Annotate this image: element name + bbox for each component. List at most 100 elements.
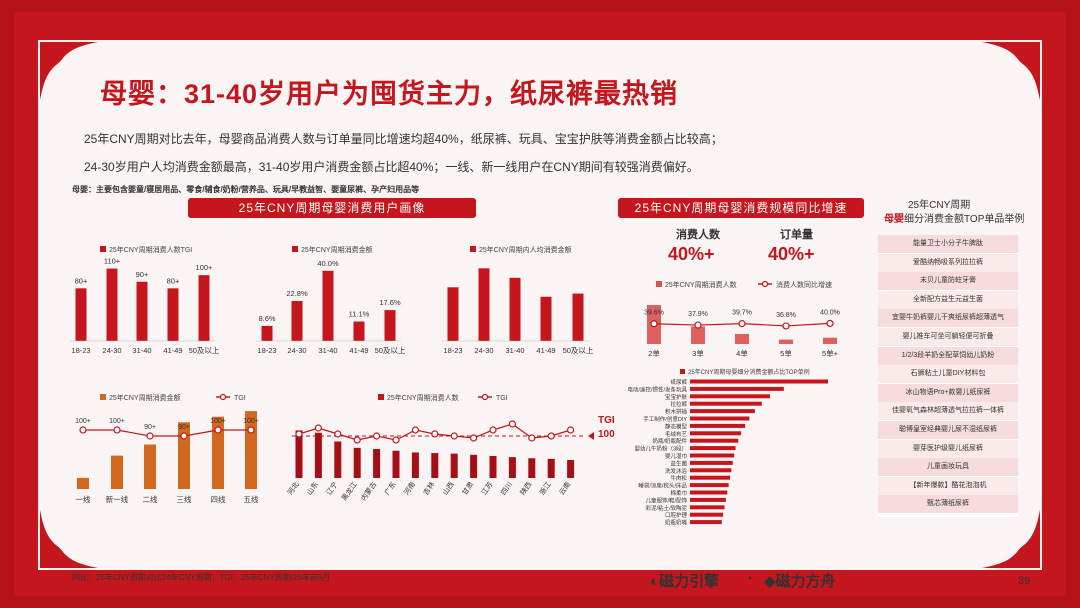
province-tick: 河北: [286, 481, 301, 497]
category-bar: [690, 423, 746, 428]
category-tick: 积木拼插: [665, 408, 688, 416]
age_amount-legend: 25年CNY周期消费金额: [301, 245, 373, 254]
province-bar: [547, 458, 555, 478]
city-tgi-label: 90+: [178, 424, 190, 431]
city-tick: 一线: [76, 494, 91, 504]
province-bar: [470, 454, 478, 478]
summary-line-2: 24-30岁用户人均消费金额最高，31-40岁用户消费金额占比超40%；一线、新…: [84, 160, 699, 174]
category-tick: 毛绒布艺: [665, 430, 688, 438]
top-item: 1/2/3段羊奶全配草饲幼儿奶粉: [878, 346, 1018, 365]
category-tick: 宝宝护肤: [665, 393, 688, 401]
age_amount-tick: 50及以上: [375, 346, 406, 355]
city-tgi-point: [79, 426, 87, 434]
category-bar: [690, 475, 731, 480]
age_tgi-bar: [167, 288, 179, 341]
age_amount-legend-swatch: [292, 246, 298, 252]
category-bar: [690, 409, 755, 414]
province-tgi-point: [295, 430, 303, 438]
province-tick: 辽宁: [324, 480, 339, 497]
age_amount-label: 22.8%: [286, 289, 308, 298]
ornament-icon: [982, 510, 1040, 568]
age_tgi-bar: [198, 275, 210, 341]
province-tgi-point: [470, 434, 478, 442]
top-item: 石狮粘土儿童DIY材料包: [878, 365, 1018, 384]
summary-line-1: 25年CNY周期对比去年，母婴商品消费人数与订单量同比增速均超40%，纸尿裤、玩…: [84, 132, 723, 146]
province-legend-bar-swatch: [378, 394, 384, 400]
top-item: 末贝儿童防蛀牙膏: [878, 272, 1018, 291]
province-tgi-point: [431, 430, 439, 438]
province-tick: 云南: [557, 480, 572, 497]
order-growth-point: [738, 320, 746, 328]
province-tgi-point: [353, 436, 361, 444]
category-legend-swatch: [680, 369, 685, 374]
category-tick: 手工制作/创意DIY: [643, 415, 687, 423]
category-tick: 婴幼儿牛奶粉（3段）: [634, 445, 687, 453]
order-tick: 5单: [780, 348, 792, 358]
kpi-users-value: 40%+: [668, 244, 715, 264]
category-tick: 奶瓶奶嘴: [665, 519, 688, 527]
order-growth-point: [650, 320, 658, 328]
order-legend-line: 消费人数同比增速: [776, 280, 832, 289]
age_avg-bar: [447, 287, 459, 341]
category-tick: 棉柔巾: [670, 489, 687, 497]
province-tgi-point: [373, 432, 381, 440]
city-tick: 三线: [177, 494, 192, 504]
order-legend-bar: 25年CNY周期消费人数: [665, 280, 737, 289]
page-title: 母婴：31-40岁用户为囤货主力，纸尿裤最热销: [100, 79, 679, 109]
age_tgi-bar: [136, 281, 148, 341]
age_amount-label: 40.0%: [317, 259, 339, 268]
city-tgi-line: [83, 429, 251, 437]
city-legend-bar: 25年CNY周期消费金额: [109, 393, 181, 402]
ornament-icon: [982, 42, 1040, 100]
age_avg-bar: [572, 293, 584, 341]
city-tick: 二线: [143, 494, 158, 504]
category-bar: [690, 438, 739, 443]
province-tgi-point: [528, 434, 536, 442]
province-tgi-point: [314, 424, 322, 432]
category-bar: [690, 386, 784, 391]
kpi-orders-label: 订单量: [780, 229, 813, 241]
age_avg-tick: 41-49: [536, 346, 555, 355]
city-tick: 五线: [244, 494, 259, 504]
top-item: 全新配方益生元益生菌: [878, 290, 1018, 309]
order-bar: [735, 333, 749, 344]
age_tgi-tick: 50及以上: [189, 346, 220, 355]
province-legend-line-swatch-dot: [481, 393, 489, 401]
top-item: 聪博皇室经典婴儿尿不湿纸尿裤: [878, 421, 1018, 439]
age_avg-tick: 18-23: [443, 346, 462, 355]
province-tick: 吉林: [421, 480, 436, 497]
province-tick: 广东: [382, 480, 397, 497]
order-tick: 4单: [736, 348, 748, 358]
age_amount-tick: 24-30: [287, 346, 306, 355]
age_avg-bar: [478, 268, 490, 341]
category-legend: 25年CNY周期母婴细分消费金额占比TOP单例: [688, 368, 810, 376]
province-bar: [353, 447, 361, 478]
province-bar: [334, 441, 342, 478]
order-growth-label: 39.7%: [732, 310, 752, 317]
footer-note: 同比：25年CNY周期对比24年CNY周期；TGI：25年CNY周期/25年前9…: [72, 573, 331, 582]
age_avg-tick: 24-30: [474, 346, 493, 355]
category-tick: 洗发沐浴: [665, 467, 688, 475]
age_tgi-tick: 24-30: [102, 346, 121, 355]
right-panel-subtitle-rest: 细分消费金额TOP单品举例: [904, 214, 1025, 225]
category-bar: [690, 460, 733, 465]
city-bar: [77, 477, 89, 489]
category-bar: [690, 520, 722, 525]
city-tgi-label: 100+: [109, 418, 125, 425]
age_amount-tick: 31-40: [318, 346, 337, 355]
banner-profile: 25年CNY周期母婴消费用户画像: [188, 198, 476, 218]
province-tgi-point: [450, 432, 458, 440]
kpi-orders-value: 40%+: [768, 244, 815, 264]
top-item: 【新年爆款】酷花泡泡机: [878, 476, 1018, 495]
city-legend-line-swatch-dot: [219, 393, 227, 401]
city-bar: [111, 455, 123, 489]
order-growth-label: 37.9%: [688, 311, 708, 318]
city-tick: 新一线: [106, 494, 129, 504]
age_tgi-tick: 41-49: [163, 346, 182, 355]
province-tgi-point: [547, 432, 555, 440]
logo-left: ◐磁力引擎: [650, 570, 719, 591]
logo-separator: ·: [748, 570, 753, 587]
category-bar: [690, 512, 724, 517]
arrow-left-icon: [588, 432, 594, 440]
